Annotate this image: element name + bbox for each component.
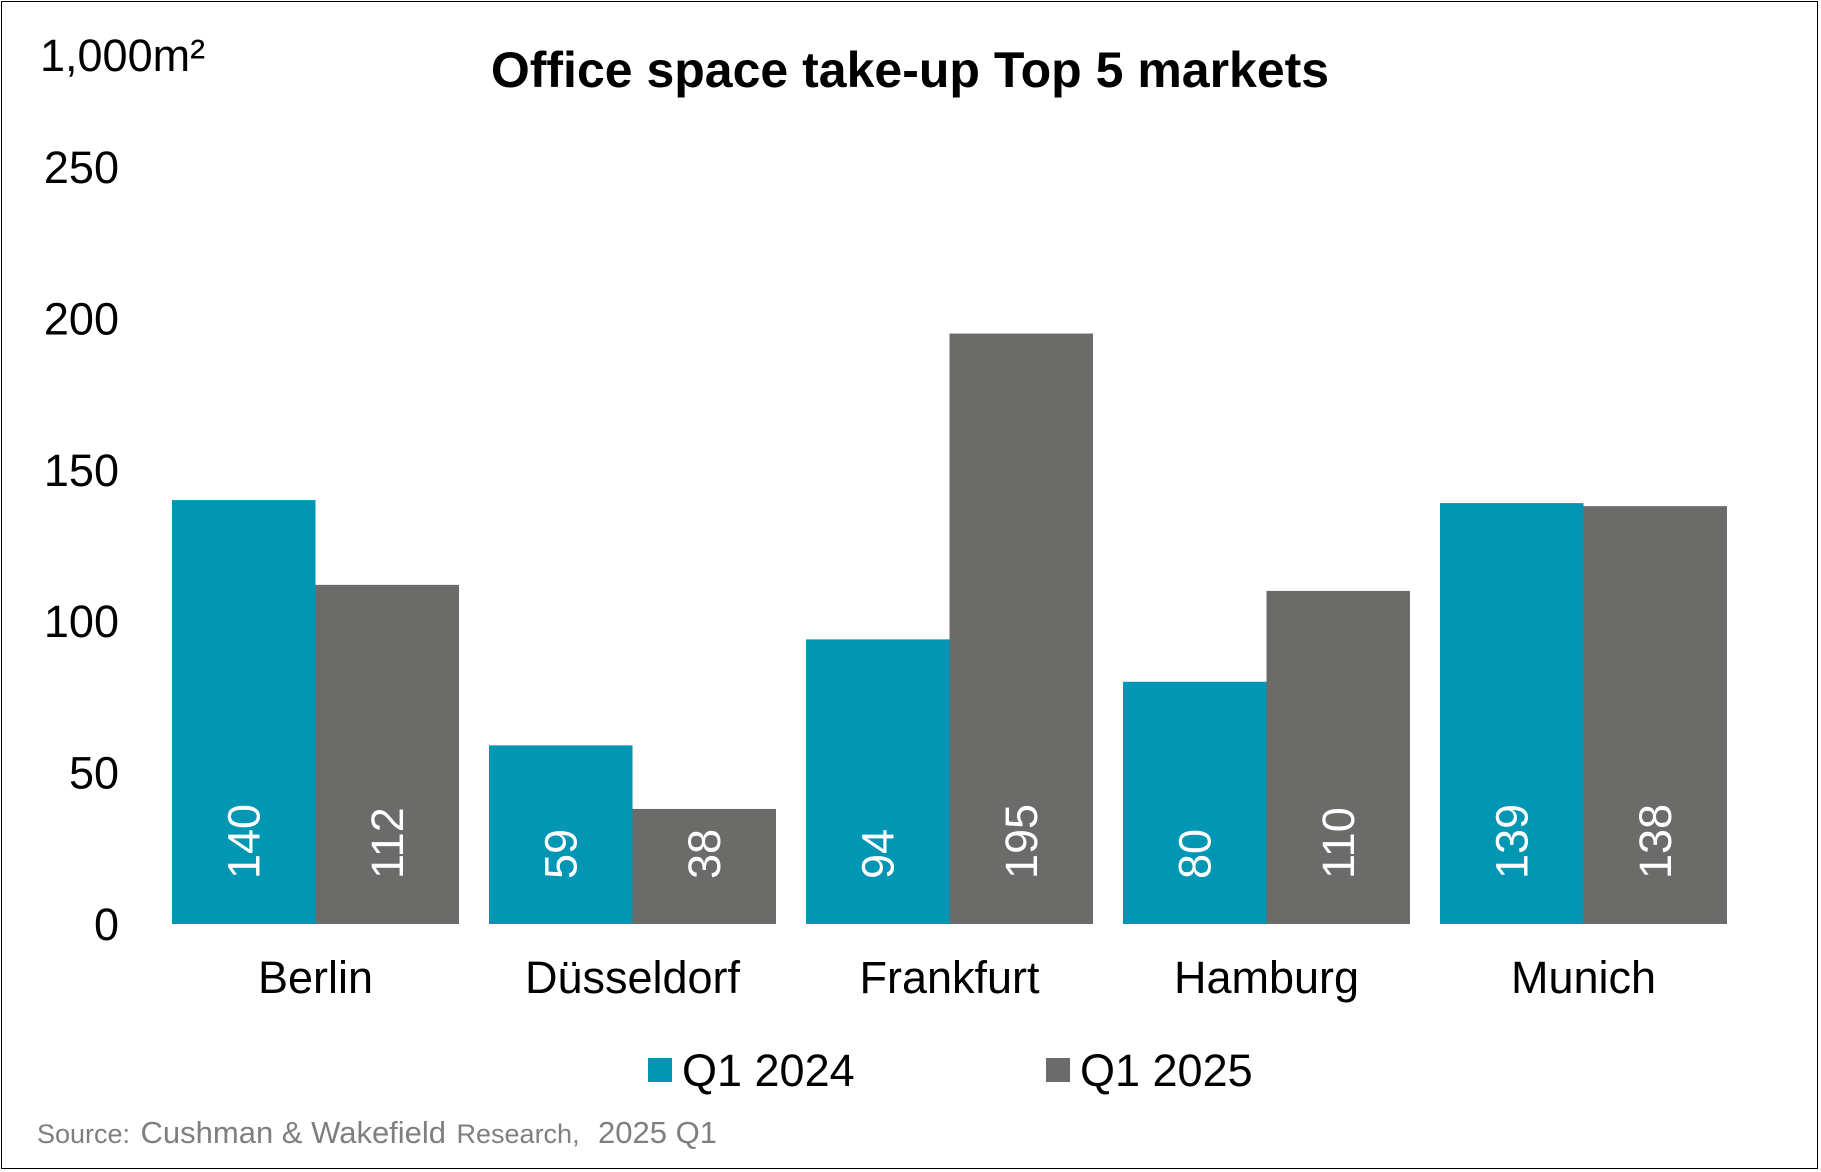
bar-data-label: 38 [679, 829, 730, 879]
legend-label: Q1 2025 [1080, 1045, 1253, 1096]
bar-data-label: 139 [1486, 804, 1537, 879]
bar-hamburg-q1-2025 [1266, 590, 1410, 924]
bar-series: 140 112 59 38 94 195 80 110 139 138 [172, 333, 1727, 924]
x-tick-label: Frankfurt [859, 952, 1040, 1003]
y-tick-label: 200 [44, 293, 119, 344]
source-org: Cushman & Wakefield [141, 1115, 447, 1150]
chart-title: Office space take-up Top 5 markets [491, 42, 1329, 98]
bar-munich-q1-2025 [1583, 506, 1727, 924]
x-tick-label: Berlin [258, 952, 373, 1003]
bar-data-label: 94 [852, 829, 903, 879]
x-tick-label: Hamburg [1174, 952, 1359, 1003]
source-date: 2025 Q1 [598, 1115, 717, 1150]
y-axis-ticks: 0 50 100 150 200 250 [44, 142, 119, 950]
bar-data-label: 80 [1169, 829, 1220, 879]
bar-hamburg-q1-2024 [1123, 681, 1267, 924]
bar-data-label: 195 [996, 804, 1047, 879]
y-tick-label: 0 [94, 899, 119, 950]
bar-data-label: 112 [362, 807, 413, 879]
y-axis-unit-label: 1,000m² [40, 30, 205, 81]
bar-düsseldorf-q1-2025 [632, 808, 776, 924]
y-tick-label: 50 [69, 748, 119, 799]
y-tick-label: 250 [44, 142, 119, 193]
x-axis-ticks: Berlin Düsseldorf Frankfurt Hamburg Munich [258, 952, 1656, 1003]
bar-data-label: 140 [218, 804, 269, 879]
bar-data-label: 110 [1313, 807, 1364, 879]
bar-data-label: 59 [535, 829, 586, 879]
bar-frankfurt-q1-2025 [949, 333, 1093, 924]
source-note: Source: Cushman & Wakefield Research, 20… [37, 1115, 717, 1150]
legend-label: Q1 2024 [682, 1045, 855, 1096]
bar-düsseldorf-q1-2024 [489, 745, 633, 924]
x-tick-label: Düsseldorf [525, 952, 741, 1003]
y-tick-label: 150 [44, 445, 119, 496]
source-prefix: Source: [37, 1119, 130, 1149]
legend-swatch [648, 1058, 672, 1082]
bar-berlin-q1-2025 [315, 584, 459, 924]
y-tick-label: 100 [44, 596, 119, 647]
bar-berlin-q1-2024 [172, 500, 316, 924]
bar-munich-q1-2024 [1440, 503, 1584, 924]
legend-swatch [1046, 1058, 1070, 1082]
bar-frankfurt-q1-2024 [806, 639, 950, 924]
bar-data-label: 138 [1630, 804, 1681, 879]
legend: Q1 2024 Q1 2025 [648, 1045, 1253, 1096]
x-tick-label: Munich [1511, 952, 1656, 1003]
source-suffix: Research, [457, 1119, 580, 1149]
